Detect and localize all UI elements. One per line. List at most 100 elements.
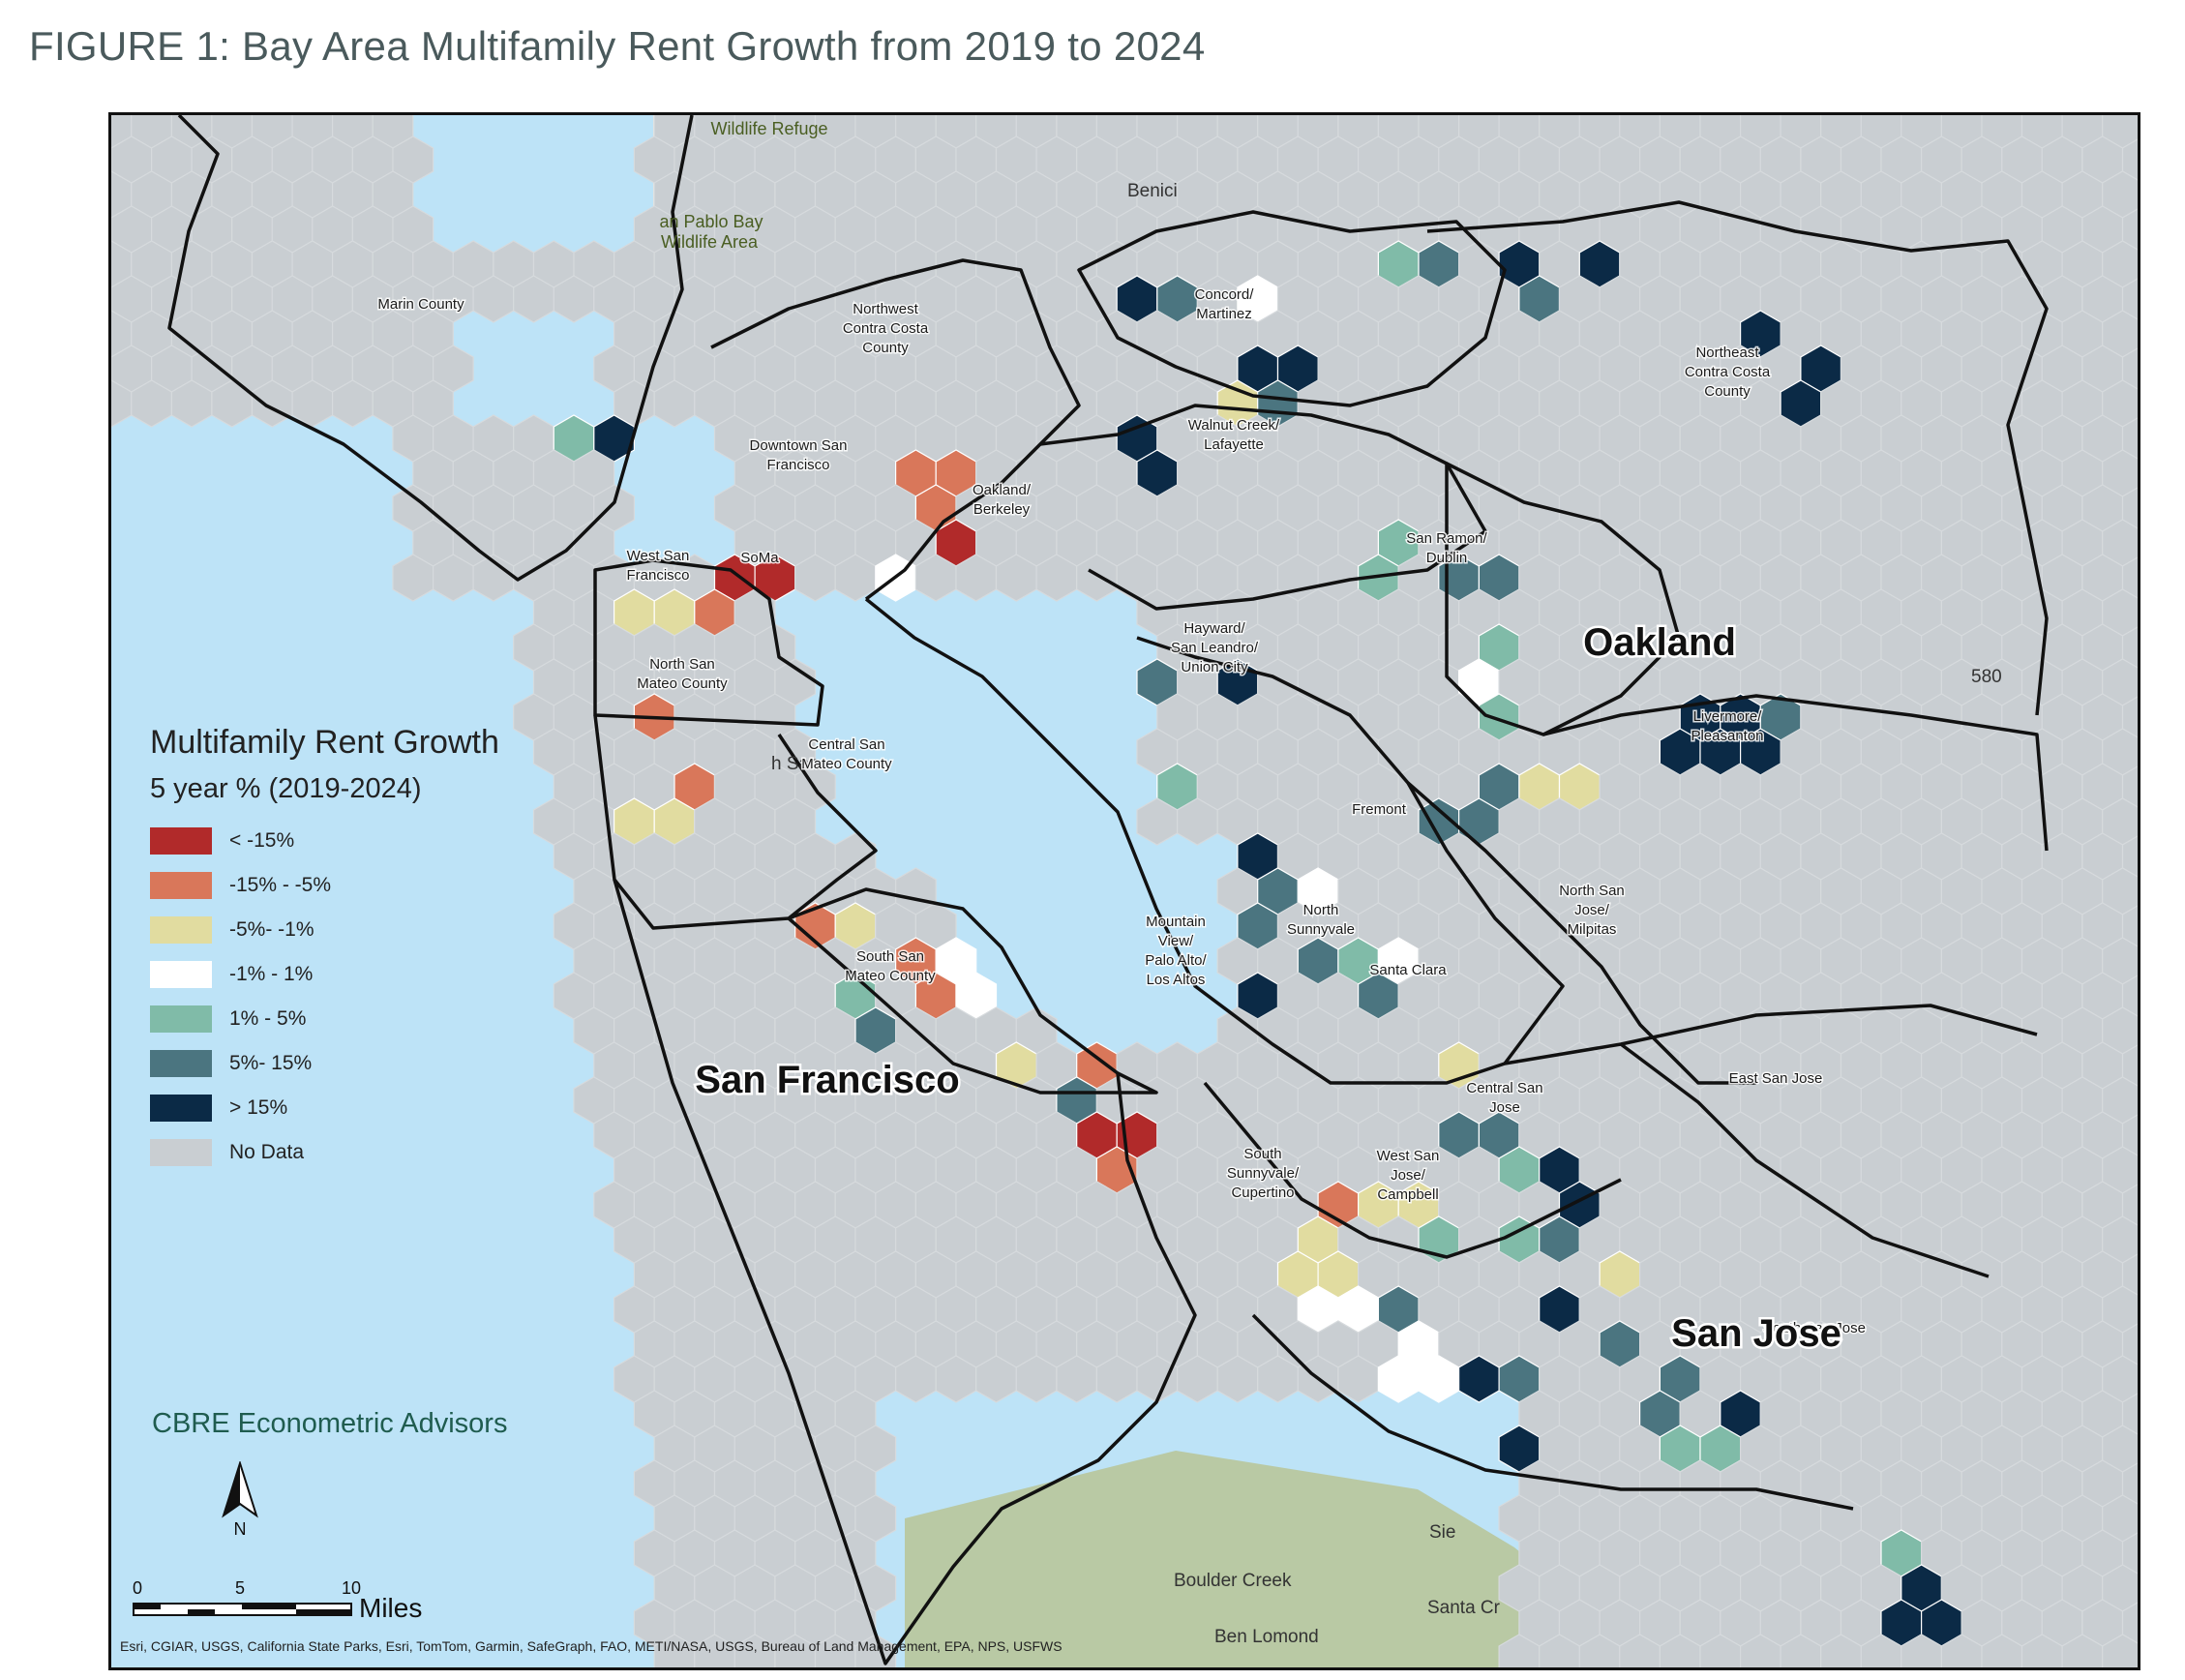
scale-tick-10: 10 xyxy=(342,1578,361,1598)
hex-cell xyxy=(2102,1634,2138,1667)
metro-label: San Francisco xyxy=(695,1059,959,1101)
north-label: N xyxy=(234,1519,247,1537)
san-pablo-bay-label: an Pablo Bay xyxy=(659,212,763,231)
hex-cell xyxy=(1659,1634,1701,1667)
legend-item: < -15% xyxy=(150,819,556,863)
boundary-santa-clara xyxy=(1203,1081,1622,1259)
basemap-layer xyxy=(111,115,2138,1667)
market-label: Northeast Contra Costa County xyxy=(1685,345,1771,400)
legend-label: -15% - -5% xyxy=(229,874,332,896)
legend-item: 5%- 15% xyxy=(150,1041,556,1086)
boundary-fremont xyxy=(1406,781,1756,1085)
hex-cell xyxy=(1619,1634,1661,1667)
hex-cell xyxy=(694,1634,735,1667)
market-labels: Marin County Northwest Contra Costa County C… xyxy=(376,285,1868,1338)
hex-cell xyxy=(1780,1634,1822,1667)
hex-cell xyxy=(1539,1634,1580,1667)
legend-label: -5%- -1% xyxy=(229,918,314,941)
labels-layer: Wildlife Refuge Benici an Pablo Bay Wild… xyxy=(376,119,2002,1647)
market-label: North San Mateo County xyxy=(637,656,728,692)
market-label: Oakland/Berkeley xyxy=(973,482,1032,518)
wildlife-refuge-label: Wildlife Refuge xyxy=(710,119,827,138)
legend-subtitle: 5 year % (2019-2024) xyxy=(150,773,422,804)
market-label: Walnut Creek/Lafayette xyxy=(1188,417,1280,453)
hex-grid xyxy=(111,115,2138,1667)
hex-cell xyxy=(1901,1634,1942,1667)
market-label: Central San Mateo County xyxy=(801,736,892,772)
metro-labels: Oakland San Francisco San Jose xyxy=(693,619,1844,1358)
boundary-marin xyxy=(167,115,694,582)
santa-cruz-label: Santa Cr xyxy=(1427,1598,1501,1618)
market-label: Northwest Contra Costa County xyxy=(843,301,929,356)
hills-south xyxy=(905,1451,1660,1667)
hex-cell xyxy=(1860,1634,1902,1667)
ben-lomond-label: Ben Lomond xyxy=(1214,1627,1319,1647)
boundary-sf xyxy=(593,558,824,727)
boulder-creek-label: Boulder Creek xyxy=(1174,1571,1292,1591)
legend-swatch xyxy=(150,1095,212,1122)
market-label: Hayward/San Leandro/Union City xyxy=(1171,620,1259,675)
metro-label: San Jose xyxy=(1671,1312,1841,1355)
legend-swatch xyxy=(150,916,212,944)
hex-cell xyxy=(1699,1634,1742,1667)
market-label: Central San Jose xyxy=(1466,1080,1542,1116)
boundary-south-sj xyxy=(1251,1313,1854,1511)
figure-title: FIGURE 1: Bay Area Multifamily Rent Grow… xyxy=(29,23,1206,69)
scale-unit: Miles xyxy=(359,1593,422,1623)
legend-swatch xyxy=(150,1050,212,1077)
hex-cell xyxy=(653,1634,696,1667)
partial-san-label: h San xyxy=(771,754,820,774)
hex-cell xyxy=(774,1634,817,1667)
scale-tick-0: 0 xyxy=(133,1578,142,1598)
legend-swatch xyxy=(150,827,212,855)
hex-cell xyxy=(1981,1634,2023,1667)
legend: Multifamily Rent Growth 5 year % (2019-2… xyxy=(150,724,556,1175)
sie-label: Sie xyxy=(1429,1522,1455,1543)
map-canvas[interactable]: Wildlife Refuge Benici an Pablo Bay Wild… xyxy=(111,115,2138,1667)
market-label: Downtown San Francisco xyxy=(750,437,848,473)
boundary-livermore xyxy=(1542,694,2049,852)
market-label: Livermore/Pleasanton xyxy=(1691,708,1763,744)
market-label: South San Mateo County xyxy=(845,948,936,984)
interstate-label: 580 xyxy=(1971,667,2002,687)
legend-label: > 15% xyxy=(229,1096,288,1119)
market-label: Santa Clara xyxy=(1369,962,1447,978)
legend-items: < -15% -15% - -5% -5%- -1% -1% - 1% 1% - 5% 5… xyxy=(150,819,556,1175)
legend-item: > 15% xyxy=(150,1086,556,1130)
boundary-east-sj xyxy=(1619,1042,1990,1278)
north-arrow-icon: N xyxy=(222,1461,258,1537)
market-label: Mountain View/Palo Alto/Los Altos xyxy=(1145,914,1207,988)
market-label: South Sunnyvale/Cupertino xyxy=(1227,1146,1300,1201)
market-label: Concord/Martinez xyxy=(1195,286,1255,322)
legend-item: -1% - 1% xyxy=(150,952,556,997)
legend-label: -1% - 1% xyxy=(229,963,314,985)
hex-cell xyxy=(814,1634,856,1667)
hex-cell xyxy=(1940,1634,1983,1667)
map-frame[interactable]: Wildlife Refuge Benici an Pablo Bay Wild… xyxy=(108,112,2140,1670)
market-label: South San Jose xyxy=(1763,1320,1866,1336)
boundary-nw-cc xyxy=(710,258,1081,601)
hex-cell xyxy=(1820,1634,1862,1667)
benicia-label: Benici xyxy=(1127,181,1178,201)
boundary-san-ramon xyxy=(1445,462,1681,736)
legend-label: No Data xyxy=(229,1141,305,1163)
market-label: West San Jose/Campbell xyxy=(1377,1148,1440,1203)
boundary-concord xyxy=(1077,210,1507,407)
legend-item: -5%- -1% xyxy=(150,908,556,952)
market-label: North Sunnyvale xyxy=(1287,902,1355,938)
legend-item: No Data xyxy=(150,1130,556,1175)
wildlife-area-label: Wildlife Area xyxy=(661,232,759,252)
legend-label: < -15% xyxy=(229,829,295,852)
legend-swatch xyxy=(150,872,212,899)
legend-label: 1% - 5% xyxy=(229,1007,307,1030)
boundary-south-sm xyxy=(613,879,1197,1665)
market-label: North San Jose/Milpitas xyxy=(1559,883,1625,938)
brand-credit: CBRE Econometric Advisors xyxy=(152,1408,508,1439)
scale-bar: 0 5 10 Miles xyxy=(133,1578,422,1623)
legend-item: 1% - 5% xyxy=(150,997,556,1041)
market-label: East San Jose xyxy=(1729,1070,1823,1087)
boundary-walnut xyxy=(1039,404,1487,611)
market-label: West San Francisco xyxy=(626,548,689,584)
legend-item: -15% - -5% xyxy=(150,863,556,908)
boundary-east-bay xyxy=(864,597,2038,1085)
